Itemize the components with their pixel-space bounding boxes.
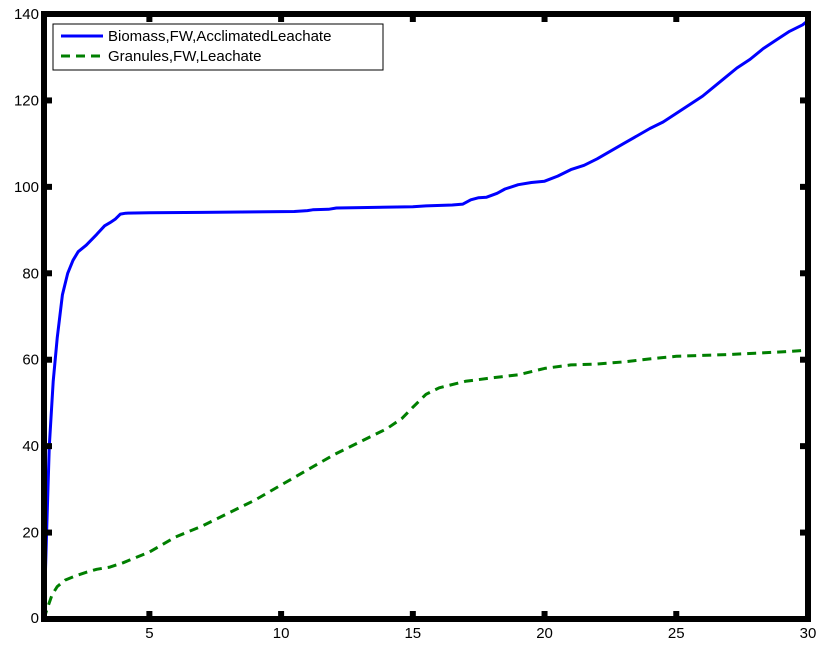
legend-label-biomass: Biomass,FW,AcclimatedLeachate xyxy=(108,28,331,45)
y-tick-label: 100 xyxy=(14,179,39,196)
tick-labels: 5 10 15 20 25 30 0 20 40 60 80 100 120 140 xyxy=(14,6,816,642)
y-tick-label: 20 xyxy=(22,525,39,542)
y-tick-label: 140 xyxy=(14,6,39,23)
legend-box xyxy=(52,23,384,71)
x-tick-label: 30 xyxy=(800,625,817,642)
y-tick-label: 120 xyxy=(14,92,39,109)
legend-label-granules: Granules,FW,Leachate xyxy=(108,48,261,65)
x-tick-label: 20 xyxy=(536,625,553,642)
y-tick-label: 80 xyxy=(22,265,39,282)
x-tick-label: 5 xyxy=(145,625,153,642)
x-tick-label: 25 xyxy=(668,625,685,642)
axes-frame xyxy=(41,11,811,622)
y-tick-label: 40 xyxy=(22,438,39,455)
x-tick-label: 10 xyxy=(273,625,290,642)
y-tick-label: 0 xyxy=(31,610,39,627)
legend: Biomass,FW,AcclimatedLeachate Granules,F… xyxy=(52,23,384,71)
x-tick-label: 15 xyxy=(404,625,421,642)
y-tick-label: 60 xyxy=(22,352,39,369)
series-layer xyxy=(42,19,809,620)
series-line-granules xyxy=(42,348,809,620)
series-line-biomass xyxy=(42,19,809,620)
